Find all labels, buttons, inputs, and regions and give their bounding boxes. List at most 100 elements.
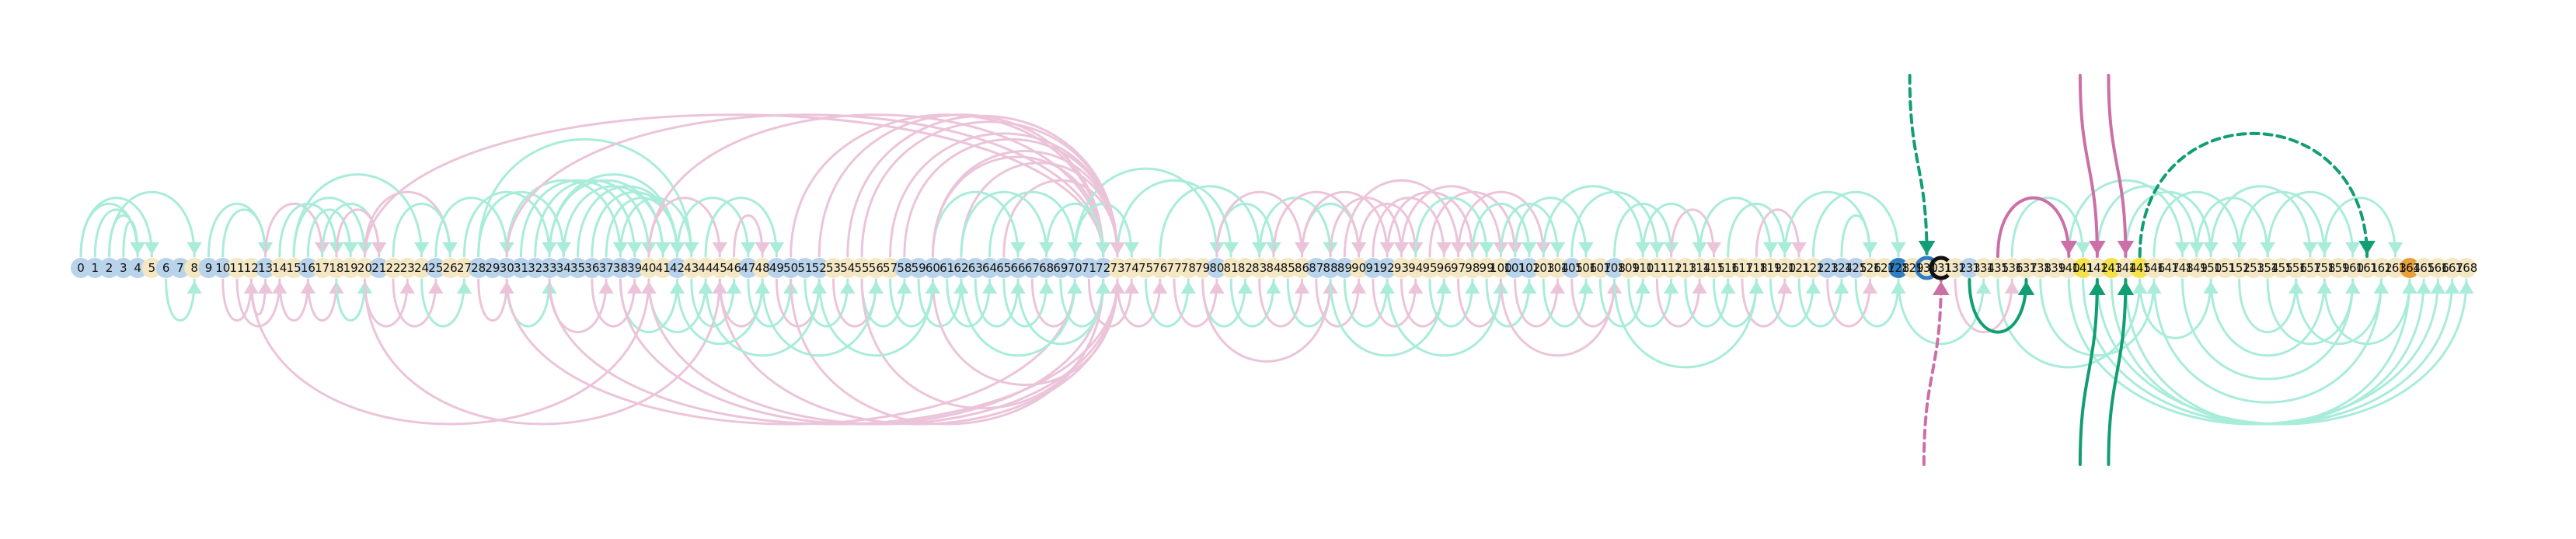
edge-faint-top bbox=[1400, 185, 1502, 258]
node-label: 141 bbox=[2072, 261, 2094, 275]
graph-node bbox=[2442, 258, 2463, 278]
node-label: 22 bbox=[385, 261, 400, 275]
graph-node bbox=[99, 258, 120, 278]
edge-faint-top bbox=[2238, 191, 2326, 258]
node-label: 70 bbox=[1068, 261, 1082, 275]
graph-node bbox=[169, 258, 190, 278]
graph-node bbox=[894, 258, 915, 278]
graph-node bbox=[950, 258, 971, 278]
graph-node bbox=[638, 258, 659, 278]
edge-faint-bottom bbox=[1996, 278, 2142, 369]
graph-node bbox=[596, 258, 617, 278]
node-label: 167 bbox=[2441, 261, 2463, 275]
node-label: 53 bbox=[826, 261, 841, 275]
edge-faint-top bbox=[1343, 179, 1460, 258]
graph-node bbox=[1561, 258, 1582, 278]
node-label: 42 bbox=[670, 261, 685, 275]
edge-faint-bottom-arrowhead bbox=[840, 281, 856, 294]
graph-node bbox=[1647, 258, 1668, 278]
edge-faint-top-arrowhead bbox=[2174, 242, 2191, 255]
node-label: 146 bbox=[2143, 261, 2166, 275]
graph-node bbox=[1490, 258, 1511, 278]
graph-node bbox=[2314, 258, 2335, 278]
node-label: 81 bbox=[1224, 261, 1239, 275]
edge-highlighted bbox=[2107, 278, 2128, 466]
edge-highlighted-arrowhead bbox=[2060, 241, 2078, 255]
edge-faint-top bbox=[676, 196, 750, 258]
graph-node bbox=[2271, 258, 2292, 278]
edge-faint-top bbox=[2067, 179, 2184, 258]
edge-faint-bottom bbox=[946, 278, 992, 328]
edge-faint-top bbox=[1428, 191, 1517, 258]
edge-faint-top-arrowhead bbox=[1479, 242, 1494, 255]
edge-faint-bottom bbox=[1897, 278, 1985, 345]
edge-faint-top bbox=[1811, 191, 1900, 258]
edge-faint-bottom-arrowhead bbox=[1465, 281, 1480, 294]
node-label: 59 bbox=[912, 261, 926, 275]
edge-faint-top bbox=[434, 196, 508, 258]
edge-faint-top bbox=[1002, 179, 1119, 258]
edge-faint-top bbox=[2323, 196, 2397, 258]
graph-node bbox=[780, 258, 801, 278]
edge-faint-bottom bbox=[817, 278, 934, 357]
node-label: 86 bbox=[1295, 261, 1309, 275]
node-label: 100 bbox=[1490, 261, 1512, 275]
edge-faint-bottom-arrowhead bbox=[1805, 281, 1821, 294]
graph-node bbox=[2357, 258, 2378, 278]
node-label: 37 bbox=[599, 261, 614, 275]
edge-faint-top-arrowhead bbox=[1039, 242, 1054, 255]
edge-faint-bottom bbox=[505, 278, 1076, 426]
graph-node bbox=[141, 258, 162, 278]
node-label: 50 bbox=[783, 261, 798, 275]
graph-node bbox=[1576, 258, 1597, 278]
edge-faint-bottom bbox=[1145, 278, 1190, 328]
edge-faint-bottom bbox=[2295, 278, 2383, 345]
edge-faint-top-arrowhead bbox=[130, 242, 145, 255]
edge-faint-bottom bbox=[2152, 278, 2383, 404]
node-label: 153 bbox=[2243, 261, 2265, 275]
edge-faint-bottom-arrowhead bbox=[1862, 281, 1878, 294]
edge-highlighted bbox=[2078, 74, 2099, 258]
node-label: 65 bbox=[996, 261, 1011, 275]
node-label: 74 bbox=[1124, 261, 1139, 275]
edge-faint-top-arrowhead bbox=[655, 242, 671, 255]
edge-faint-bottom bbox=[1499, 278, 1616, 357]
edge-faint-bottom bbox=[1315, 278, 1361, 328]
node-label: 58 bbox=[897, 261, 912, 275]
edge-faint-top-arrowhead bbox=[1862, 242, 1878, 255]
node-label: 23 bbox=[400, 261, 415, 275]
edge-faint-bottom-arrowhead bbox=[1692, 281, 1707, 294]
node-label: 46 bbox=[727, 261, 741, 275]
edge-faint-top bbox=[988, 191, 1076, 258]
edge-faint-top bbox=[1840, 214, 1871, 258]
node-label: 160 bbox=[2341, 261, 2364, 275]
node-label: 111 bbox=[1646, 261, 1668, 275]
edge-faint-bottom-arrowhead bbox=[981, 281, 998, 294]
graph-node bbox=[1831, 258, 1852, 278]
node-label: 41 bbox=[656, 261, 671, 275]
node-label: 64 bbox=[982, 261, 997, 275]
node-label: 122 bbox=[1802, 261, 1825, 275]
node-label: 123 bbox=[1816, 261, 1839, 275]
edge-faint-bottom-arrowhead bbox=[1748, 281, 1764, 294]
edge-faint-top-arrowhead bbox=[1549, 242, 1566, 255]
node-label: 128 bbox=[1888, 261, 1910, 275]
graph-node bbox=[454, 258, 475, 278]
graph-node bbox=[85, 258, 106, 278]
graph-node bbox=[1065, 258, 1086, 278]
edge-faint-top bbox=[1358, 202, 1417, 258]
graph-node bbox=[2342, 258, 2363, 278]
graph-node bbox=[368, 258, 389, 278]
graph-node bbox=[1547, 258, 1568, 278]
edge-faint-bottom bbox=[235, 278, 281, 328]
graph-node bbox=[1888, 258, 1909, 278]
graph-node bbox=[2201, 258, 2222, 278]
node-label: 45 bbox=[713, 261, 727, 275]
edge-faint-bottom bbox=[1854, 278, 1900, 328]
edge-faint-bottom bbox=[477, 278, 508, 322]
node-label: 77 bbox=[1167, 261, 1182, 275]
edge-faint-bottom-arrowhead bbox=[1777, 281, 1793, 294]
node-label: 49 bbox=[769, 261, 784, 275]
node-label: 107 bbox=[1589, 261, 1612, 275]
